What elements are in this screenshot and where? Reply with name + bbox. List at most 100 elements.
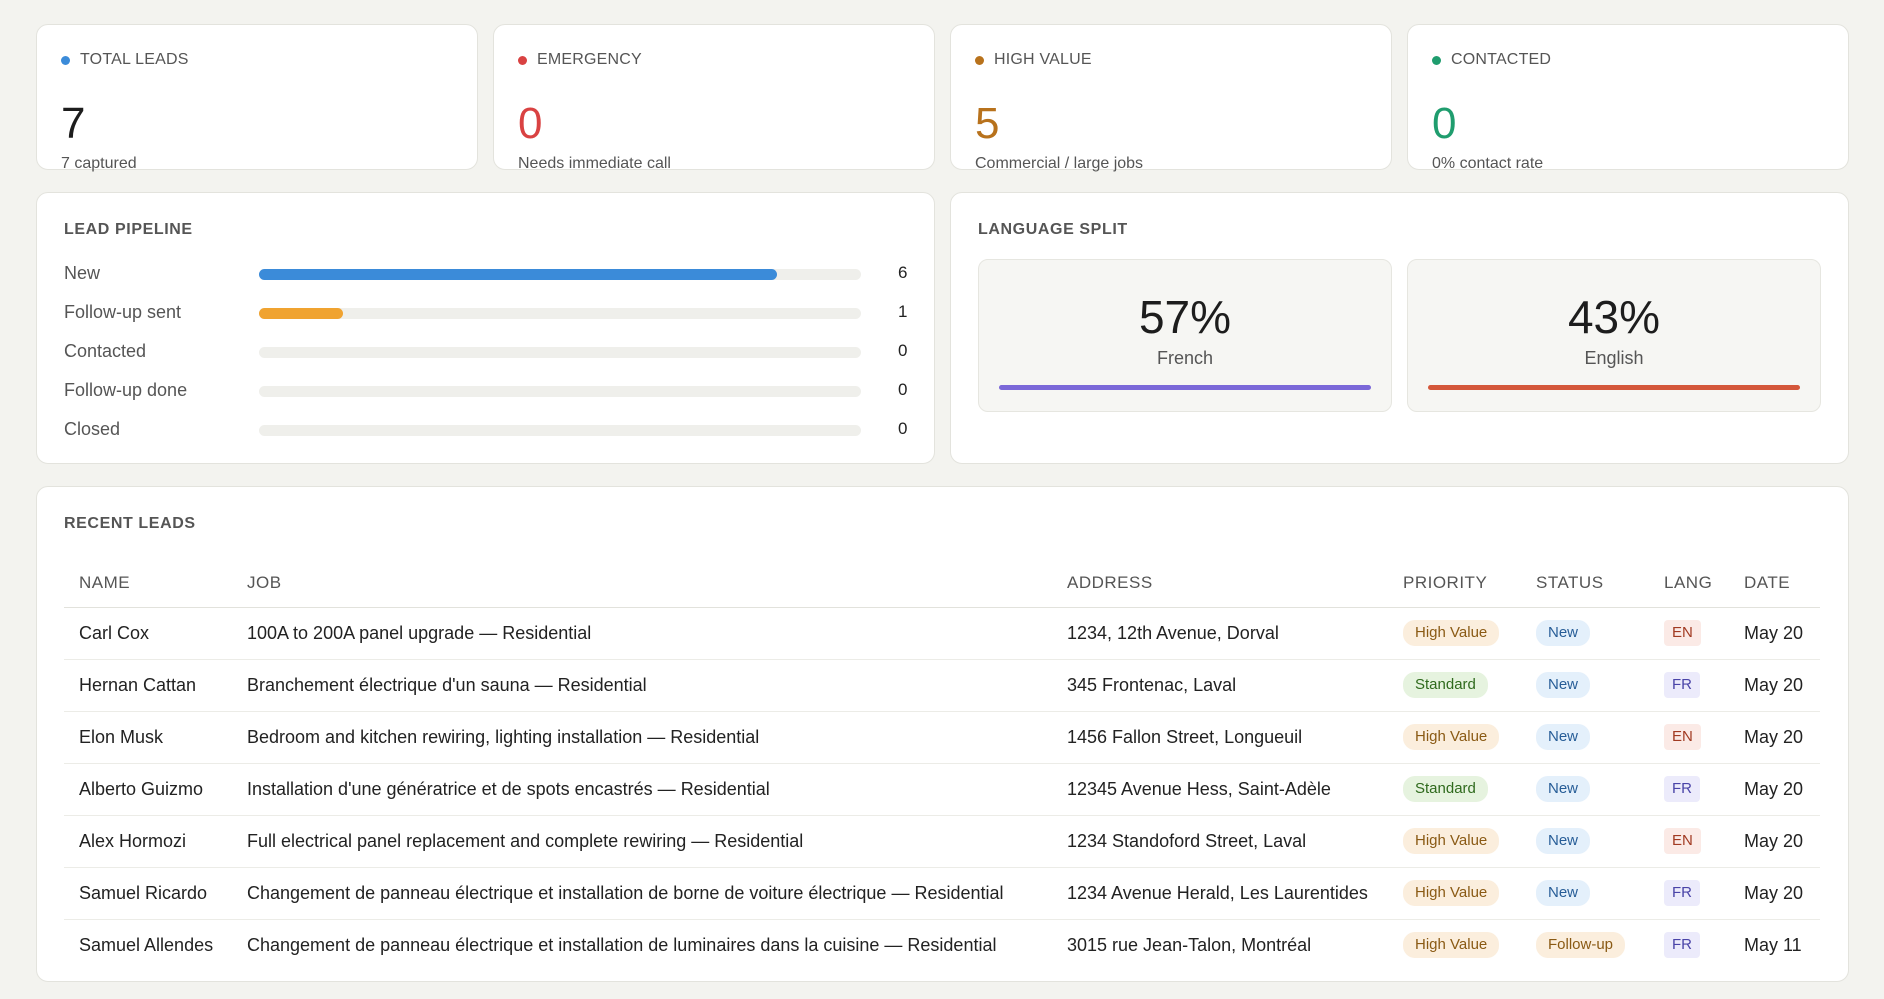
pipeline-track — [259, 347, 861, 358]
lead-address: 345 Frontenac, Laval — [1052, 659, 1388, 712]
stat-label: CONTACTED — [1451, 51, 1552, 68]
status-dot-icon — [1432, 55, 1441, 65]
lead-name: Samuel Allendes — [79, 934, 214, 955]
column-header-address[interactable]: ADDRESS — [1052, 559, 1388, 608]
pipeline-count: 0 — [898, 341, 908, 360]
table-row[interactable]: Hernan Cattan Branchement électrique d'u… — [64, 659, 1820, 712]
language-tag: FR — [1664, 880, 1700, 906]
column-header-priority[interactable]: PRIORITY — [1388, 559, 1521, 608]
stat-card-high-value: HIGH VALUE 5 Commercial / large jobs — [950, 24, 1392, 172]
language-split-card: LANGUAGE SPLIT 57% French 43% English — [950, 192, 1849, 464]
status-badge: Follow-up — [1536, 932, 1626, 959]
pipeline-count: 1 — [898, 302, 908, 321]
stat-label: HIGH VALUE — [994, 51, 1092, 68]
lead-date: May 20 — [1729, 815, 1820, 868]
column-header-job[interactable]: JOB — [232, 559, 1052, 608]
recent-leads-card: RECENT LEADS NAME JOB ADDRESS PRIORITY S… — [36, 486, 1849, 982]
language-tag: EN — [1664, 724, 1701, 750]
language-tag: FR — [1664, 776, 1700, 802]
pipeline-track — [259, 386, 861, 397]
pipeline-row-closed: Closed 0 — [64, 419, 924, 441]
status-badge: New — [1536, 776, 1591, 802]
lead-address: 1234 Avenue Herald, Les Laurentides — [1052, 867, 1388, 920]
lead-address: 3015 rue Jean-Talon, Montréal — [1067, 934, 1312, 955]
lead-job: Changement de panneau électrique et inst… — [247, 934, 997, 955]
lead-job: Full electrical panel replacement and co… — [232, 815, 1052, 868]
language-percent: 43% — [1567, 291, 1661, 343]
stat-subtext: 0% contact rate — [1432, 155, 1544, 172]
lead-address: 1234, 12th Avenue, Dorval — [1052, 607, 1388, 660]
stat-label: TOTAL LEADS — [80, 51, 189, 68]
pipeline-track — [259, 269, 861, 280]
stat-card-emergency: EMERGENCY 0 Needs immediate call — [493, 24, 935, 172]
table-row[interactable]: Alberto Guizmo Installation d'une généra… — [64, 763, 1820, 816]
lead-name: Elon Musk — [64, 711, 232, 764]
lead-address: 12345 Avenue Hess, Saint-Adèle — [1052, 763, 1388, 816]
lead-job: Changement de panneau électrique et inst… — [232, 867, 1052, 920]
priority-badge: High Value — [1403, 828, 1500, 854]
language-name: English — [1584, 348, 1644, 368]
stat-value: 7 — [61, 99, 86, 148]
lead-pipeline-card: LEAD PIPELINE New 6 Follow-up sent 1 Con… — [36, 192, 935, 464]
lead-date: May 20 — [1729, 659, 1820, 712]
priority-badge: High Value — [1403, 620, 1500, 646]
pipeline-label: Contacted — [64, 341, 147, 361]
language-tag: EN — [1664, 828, 1701, 854]
lead-date: May 20 — [1729, 763, 1820, 816]
leads-table: NAME JOB ADDRESS PRIORITY STATUS LANG DA… — [64, 559, 1820, 971]
column-header-name[interactable]: NAME — [64, 559, 232, 608]
lead-job: Branchement électrique d'un sauna — Resi… — [232, 659, 1052, 712]
table-row[interactable]: Carl Cox 100A to 200A panel upgrade — Re… — [64, 607, 1820, 660]
status-badge: New — [1536, 724, 1591, 750]
stat-card-total-leads: TOTAL LEADS 7 7 captured — [36, 24, 478, 172]
pipeline-row-contacted: Contacted 0 — [64, 341, 924, 363]
stat-subtext: Commercial / large jobs — [975, 155, 1144, 172]
lead-date: May 11 — [1744, 934, 1802, 955]
language-bar — [1428, 385, 1800, 390]
column-header-lang[interactable]: LANG — [1649, 559, 1729, 608]
lead-name: Samuel Ricardo — [64, 867, 232, 920]
pipeline-track — [259, 425, 861, 436]
language-box-english: 43% English — [1407, 259, 1821, 412]
lead-name: Alex Hormozi — [64, 815, 232, 868]
pipeline-label: Closed — [64, 419, 121, 439]
pipeline-count: 6 — [898, 263, 908, 282]
language-bar — [999, 385, 1371, 390]
status-dot-icon — [518, 55, 527, 65]
priority-badge: High Value — [1403, 932, 1500, 959]
pipeline-row-follow-up-sent: Follow-up sent 1 — [64, 302, 924, 324]
priority-badge: High Value — [1403, 724, 1500, 750]
column-header-status[interactable]: STATUS — [1521, 559, 1649, 608]
stat-label: EMERGENCY — [537, 51, 642, 68]
section-title: LANGUAGE SPLIT — [978, 221, 1128, 238]
language-tag: EN — [1664, 620, 1701, 646]
pipeline-track — [259, 308, 861, 319]
stat-value: 0 — [518, 99, 543, 148]
lead-job: Bedroom and kitchen rewiring, lighting i… — [232, 711, 1052, 764]
status-badge: New — [1536, 880, 1591, 906]
status-dot-icon — [61, 55, 70, 65]
lead-date: May 20 — [1729, 711, 1820, 764]
lead-name: Alberto Guizmo — [64, 763, 232, 816]
table-row[interactable]: Samuel Ricardo Changement de panneau éle… — [64, 867, 1820, 920]
column-header-date[interactable]: DATE — [1729, 559, 1820, 608]
status-badge: New — [1536, 620, 1591, 646]
status-badge: New — [1536, 828, 1591, 854]
priority-badge: Standard — [1403, 672, 1488, 698]
pipeline-row-follow-up-done: Follow-up done 0 — [64, 380, 924, 402]
language-percent: 57% — [1138, 291, 1232, 343]
language-name: French — [1156, 348, 1214, 368]
language-tag: FR — [1664, 932, 1700, 959]
language-tag: FR — [1664, 672, 1700, 698]
pipeline-label: New — [64, 263, 101, 283]
priority-badge: Standard — [1403, 776, 1488, 802]
status-badge: New — [1536, 672, 1591, 698]
table-row[interactable]: Elon Musk Bedroom and kitchen rewiring, … — [64, 711, 1820, 764]
pipeline-label: Follow-up sent — [64, 302, 182, 322]
lead-job: Installation d'une génératrice et de spo… — [232, 763, 1052, 816]
lead-name: Carl Cox — [64, 607, 232, 660]
section-title: LEAD PIPELINE — [64, 221, 193, 238]
lead-address: 1234 Standoford Street, Laval — [1052, 815, 1388, 868]
table-row[interactable]: Alex Hormozi Full electrical panel repla… — [64, 815, 1820, 868]
table-row[interactable]: Samuel Allendes Changement de panneau él… — [64, 919, 1820, 971]
